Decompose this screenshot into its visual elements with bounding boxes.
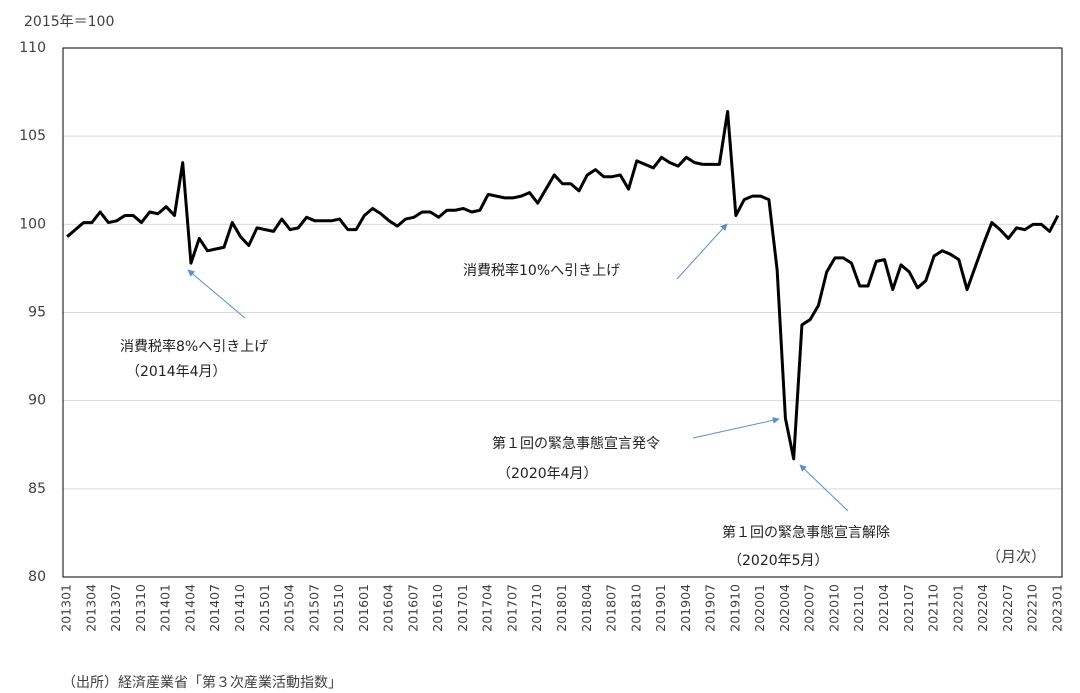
x-tick-label: 201807 — [604, 584, 619, 632]
annotation: 消費税率8%へ引き上げ — [120, 338, 268, 355]
annotation-arrow — [799, 464, 849, 512]
x-tick-label: 201407 — [207, 584, 222, 632]
x-tick-label: 201610 — [430, 584, 445, 632]
x-tick-label: 202101 — [851, 584, 866, 632]
x-tick-label: 202207 — [1000, 584, 1015, 632]
x-tick-label: 201504 — [282, 584, 297, 632]
x-tick-label: 201804 — [579, 584, 594, 632]
x-tick-label: 201701 — [455, 584, 470, 632]
x-tick-label: 201907 — [703, 584, 718, 632]
x-tick-label: 201404 — [182, 584, 197, 632]
annotation: 第１回の緊急事態宣言解除 — [722, 524, 890, 541]
x-tick-label: 201607 — [405, 584, 420, 632]
data-line — [66, 109, 1060, 461]
annotation-date: （2020年4月） — [497, 466, 598, 482]
x-tick-label: 202201 — [950, 584, 965, 632]
y-tick-label: 105 — [19, 128, 46, 144]
x-tick-label: 202107 — [901, 584, 916, 632]
x-tick-label: 201710 — [529, 584, 544, 632]
x-tick-label: 201707 — [504, 584, 519, 632]
y-unit: 2015年＝100 — [24, 14, 114, 30]
x-tick-label: 202210 — [1025, 584, 1040, 632]
x-tick-label: 202204 — [975, 584, 990, 632]
annotation-arrow — [692, 416, 780, 439]
x-tick-label: 202110 — [926, 584, 941, 632]
x-tick-label: 201901 — [653, 584, 668, 632]
x-tick-label: 201510 — [331, 584, 346, 632]
y-tick-label: 90 — [28, 393, 46, 409]
x-tick-label: 201310 — [133, 584, 148, 632]
y-tick-label: 80 — [28, 569, 46, 585]
x-tick-label: 201604 — [381, 584, 396, 632]
x-tick-label: 202001 — [752, 584, 767, 632]
x-tick-label: 201904 — [678, 584, 693, 632]
x-tick-label: 202301 — [1049, 584, 1064, 632]
x-tick-label: 201507 — [306, 584, 321, 632]
x-tick-label: 201301 — [59, 584, 74, 632]
x-tick-label: 201401 — [158, 584, 173, 632]
plot-border — [62, 47, 1063, 578]
x-tick-label: 201307 — [108, 584, 123, 632]
x-tick-label: 202010 — [826, 584, 841, 632]
annotation: 消費税率10%へ引き上げ — [463, 262, 620, 279]
y-tick-label: 100 — [19, 216, 46, 232]
x-tick-label: 201810 — [628, 584, 643, 632]
x-tick-label: 201801 — [554, 584, 569, 632]
x-tick-label: 202007 — [802, 584, 817, 632]
x-tick-label: 201304 — [83, 584, 98, 632]
x-tick-label: 201501 — [257, 584, 272, 632]
source-note: （出所）経済産業省「第３次産業活動指数」 — [62, 674, 342, 691]
annotation: 第１回の緊急事態宣言発令 — [492, 435, 660, 452]
x-tick-label: 201410 — [232, 584, 247, 632]
x-unit: （月次） — [986, 548, 1046, 566]
y-tick-label: 110 — [19, 40, 46, 56]
x-tick-label: 201704 — [480, 584, 495, 632]
x-tick-label: 201910 — [727, 584, 742, 632]
x-tick-label: 202004 — [777, 584, 792, 632]
y-tick-label: 85 — [28, 481, 46, 497]
annotation-arrow — [676, 223, 728, 280]
annotation-arrow — [187, 269, 246, 319]
x-tick-label: 201601 — [356, 584, 371, 632]
x-tick-label: 202104 — [876, 584, 891, 632]
annotation-date: （2014年4月） — [126, 364, 227, 380]
annotation-date: （2020年5月） — [728, 553, 829, 569]
y-tick-label: 95 — [28, 305, 46, 321]
